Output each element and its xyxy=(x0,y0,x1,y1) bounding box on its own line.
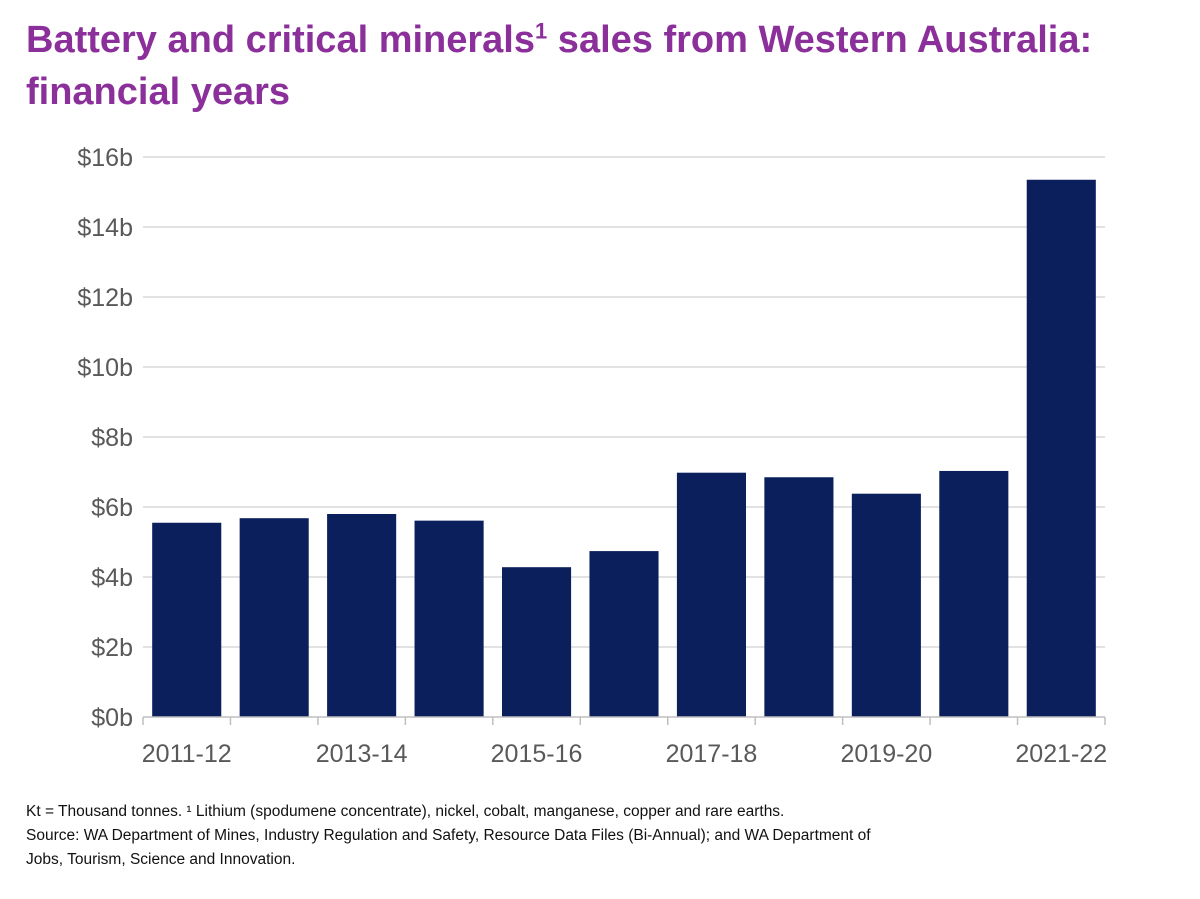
footnote-source-continued: Jobs, Tourism, Science and Innovation. xyxy=(26,851,296,868)
footnote-source: Source: WA Department of Mines, Industry… xyxy=(26,827,871,844)
x-tick-label: 2011-12 xyxy=(142,740,232,768)
x-tick-label: 2015-16 xyxy=(491,740,583,768)
bar xyxy=(589,551,659,717)
bar xyxy=(939,470,1009,717)
y-tick-label: $12b xyxy=(77,284,133,312)
footnote-units: Kt = Thousand tonnes. ¹ Lithium (spodume… xyxy=(26,803,785,820)
bar xyxy=(764,477,834,717)
chart-title: Battery and critical minerals1 sales fro… xyxy=(26,14,1186,118)
chart-footnotes: Kt = Thousand tonnes. ¹ Lithium (spodume… xyxy=(26,800,1176,872)
x-tick-label: 2021-22 xyxy=(1015,740,1107,768)
y-tick-label: $14b xyxy=(77,214,133,242)
y-tick-label: $4b xyxy=(91,564,133,592)
bar xyxy=(1026,179,1096,717)
chart-title-footnote-marker: 1 xyxy=(535,18,548,44)
y-tick-label: $16b xyxy=(77,144,133,172)
bar xyxy=(239,518,309,717)
y-tick-label: $10b xyxy=(77,354,133,382)
bar xyxy=(502,567,572,717)
y-tick-label: $6b xyxy=(91,494,133,522)
bar xyxy=(327,514,397,717)
chart-title-text-a: Battery and critical minerals xyxy=(26,19,535,61)
x-tick-label: 2017-18 xyxy=(666,740,758,768)
y-tick-label: $8b xyxy=(91,424,133,452)
bar xyxy=(414,520,484,717)
x-tick-label: 2019-20 xyxy=(840,740,932,768)
bar xyxy=(152,522,222,717)
y-tick-label: $2b xyxy=(91,634,133,662)
bar xyxy=(851,493,921,717)
y-tick-label: $0b xyxy=(91,704,133,732)
x-tick-label: 2013-14 xyxy=(316,740,408,768)
bar-chart: $0b $2b $4b $6b $8b $10b $12b $14b $16b 2011-12 20… xyxy=(77,144,1107,768)
bar xyxy=(676,472,746,717)
chart-title-text-b: sales from Western Australia: financial … xyxy=(26,19,1093,113)
